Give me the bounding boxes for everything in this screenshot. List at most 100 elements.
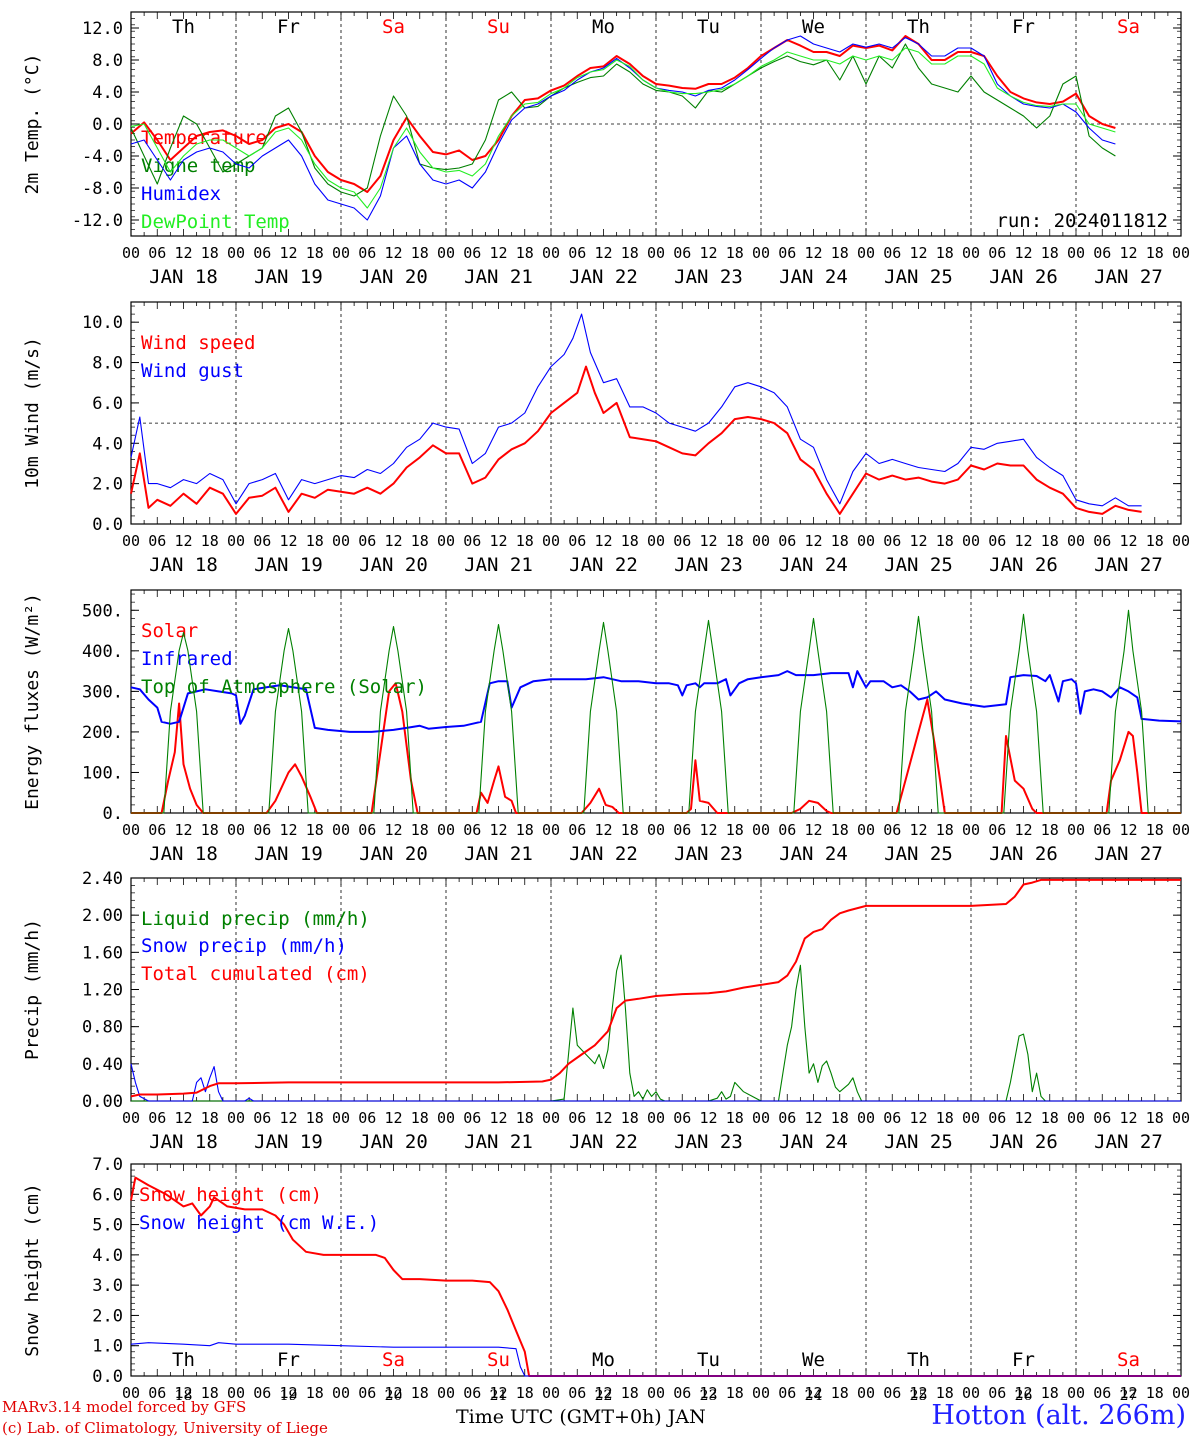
- temperature-hour-label: 00: [122, 244, 140, 262]
- energy-hour-label: 00: [647, 821, 665, 839]
- wind-hour-label: 06: [988, 532, 1006, 550]
- precip-hour-label: 00: [752, 1109, 770, 1127]
- snow-series-red: [130, 1176, 1181, 1377]
- wind-ytick-label: 6.0: [92, 394, 123, 414]
- weekday-top: Su: [487, 16, 510, 38]
- precip-hour-label: 00: [332, 1109, 350, 1127]
- bottom-date-number: 24: [805, 1388, 823, 1404]
- wind-hour-label: 06: [1093, 532, 1111, 550]
- precip-date-label: JAN 24: [779, 1131, 848, 1153]
- snow-hour-label: 00: [542, 1384, 560, 1402]
- weekday-bottom: We: [802, 1349, 825, 1371]
- energy-hour-label: 06: [673, 821, 691, 839]
- precip-hour-label: 18: [306, 1109, 324, 1127]
- temperature-date-label: JAN 18: [149, 266, 218, 288]
- snow-ytick-label: 7.0: [92, 1155, 123, 1175]
- temperature-date-label: JAN 19: [254, 266, 323, 288]
- energy-date-label: JAN 20: [359, 843, 428, 865]
- precip-ytick-label: 2.00: [82, 906, 123, 926]
- wind-hour-label: 12: [909, 532, 927, 550]
- precip-hour-label: 12: [279, 1109, 297, 1127]
- panel-precip: 0.00 0.40 0.80 1.20 1.60 2.00 2.40 Precip (mm/h…: [22, 869, 1190, 1153]
- energy-hour-label: 00: [1172, 821, 1190, 839]
- wind-date-label: JAN 19: [254, 554, 323, 576]
- wind-hour-label: 18: [1146, 532, 1164, 550]
- snow-series-blue: [130, 1342, 1181, 1377]
- snow-hour-label: 00: [752, 1384, 770, 1402]
- wind-ytick-label: 2.0: [92, 475, 123, 495]
- precip-ytick-label: 2.40: [82, 869, 123, 889]
- weekday-bottom: Th: [907, 1349, 930, 1371]
- snow-hour-label: 18: [726, 1384, 744, 1402]
- wind-date-label: JAN 22: [569, 554, 638, 576]
- energy-hour-label: 18: [831, 821, 849, 839]
- precip-hour-label: 18: [831, 1109, 849, 1127]
- precip-ytick-label: 1.60: [82, 943, 123, 963]
- energy-hour-label: 00: [227, 821, 245, 839]
- temperature-hour-label: 12: [489, 244, 507, 262]
- snow-hour-label: 18: [621, 1384, 639, 1402]
- snow-ytick-label: 6.0: [92, 1185, 123, 1205]
- energy-hour-label: 06: [463, 821, 481, 839]
- precip-hour-label: 12: [489, 1109, 507, 1127]
- wind-hour-label: 12: [1014, 532, 1032, 550]
- energy-date-label: JAN 25: [884, 843, 953, 865]
- snow-ylabel: Snow height (cm): [22, 1183, 43, 1356]
- wind-hour-label: 18: [936, 532, 954, 550]
- wind-hour-label: 06: [778, 532, 796, 550]
- panel-temperature: -12.0 -8.0 -4.0 0.0 4.0 8.0 12.0 2m Temp. (°C) 0…: [22, 11, 1190, 288]
- weekday-bottom: Th: [172, 1349, 195, 1371]
- precip-hour-label: 12: [804, 1109, 822, 1127]
- temperature-hour-label: 18: [831, 244, 849, 262]
- weekday-bottom: Fr: [277, 1349, 300, 1371]
- energy-ytick-label: 500.: [82, 601, 123, 621]
- snow-hour-label: 06: [673, 1384, 691, 1402]
- wind-date-label: JAN 18: [149, 554, 218, 576]
- snow-hour-label: 00: [227, 1384, 245, 1402]
- bottom-date-number: 19: [280, 1388, 298, 1404]
- wind-hour-label: 18: [831, 532, 849, 550]
- energy-hour-label: 06: [568, 821, 586, 839]
- weekday-bottom: Su: [487, 1349, 510, 1371]
- snow-hour-label: 12: [1014, 1384, 1032, 1402]
- wind-hour-label: 12: [699, 532, 717, 550]
- precip-hour-label: 06: [253, 1109, 271, 1127]
- snow-hour-label: 18: [1146, 1384, 1164, 1402]
- energy-ytick-label: 100.: [82, 763, 123, 783]
- wind-hour-label: 00: [647, 532, 665, 550]
- snow-legend-red: Snow height (cm): [139, 1184, 322, 1206]
- precip-hour-label: 00: [542, 1109, 560, 1127]
- temperature-hour-label: 06: [778, 244, 796, 262]
- temperature-hour-label: 12: [804, 244, 822, 262]
- energy-hour-label: 12: [699, 821, 717, 839]
- wind-hour-label: 12: [1119, 532, 1137, 550]
- energy-hour-label: 00: [962, 821, 980, 839]
- wind-date-label: JAN 23: [674, 554, 743, 576]
- energy-ytick-label: 0.: [103, 804, 123, 824]
- wind-hour-label: 00: [332, 532, 350, 550]
- energy-date-label: JAN 24: [779, 843, 848, 865]
- snow-hour-label: 18: [831, 1384, 849, 1402]
- panel-wind: 0.0 2.0 4.0 6.0 8.0 10.0 10m Wind (m/s) 00 06 12 1…: [22, 301, 1190, 576]
- wind-hour-label: 18: [726, 532, 744, 550]
- weekday-top: Fr: [277, 16, 300, 38]
- temperature-hour-label: 06: [673, 244, 691, 262]
- temperature-hour-label: 18: [201, 244, 219, 262]
- energy-hour-label: 18: [936, 821, 954, 839]
- precip-legend-blue: Snow precip (mm/h): [141, 935, 347, 957]
- snow-hour-label: 18: [1041, 1384, 1059, 1402]
- snow-hour-label: 00: [857, 1384, 875, 1402]
- energy-hour-label: 18: [411, 821, 429, 839]
- precip-date-label: JAN 21: [464, 1131, 533, 1153]
- temperature-hour-label: 06: [568, 244, 586, 262]
- energy-hour-label: 18: [516, 821, 534, 839]
- precip-hour-label: 00: [857, 1109, 875, 1127]
- precip-legend-red: Total cumulated (cm): [141, 963, 370, 985]
- snow-hour-label: 06: [1093, 1384, 1111, 1402]
- energy-hour-label: 12: [384, 821, 402, 839]
- energy-hour-label: 12: [804, 821, 822, 839]
- energy-date-label: JAN 22: [569, 843, 638, 865]
- temperature-hour-label: 12: [384, 244, 402, 262]
- snow-hour-label: 12: [1119, 1384, 1137, 1402]
